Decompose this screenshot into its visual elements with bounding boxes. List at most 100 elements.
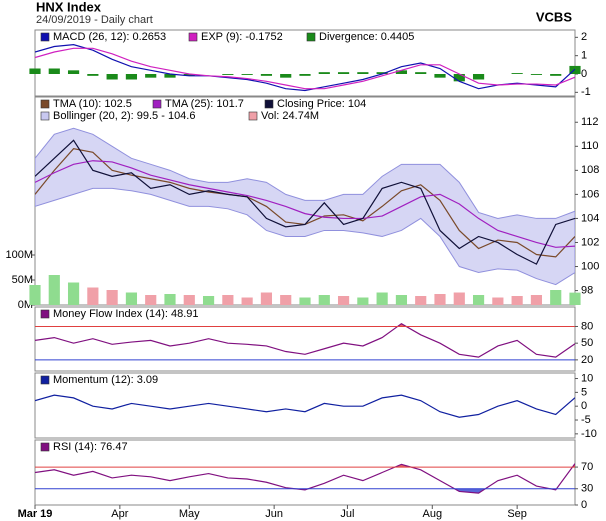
- series-line: [35, 160, 575, 248]
- legend-label: TMA (25): 101.7: [165, 98, 244, 110]
- bar: [280, 74, 292, 78]
- y-tick-label: -10: [581, 428, 597, 440]
- bar: [434, 74, 446, 78]
- bar: [337, 296, 350, 305]
- legend-swatch: [188, 32, 198, 42]
- bollinger-band: [35, 127, 575, 286]
- bar: [164, 74, 176, 78]
- bar: [260, 74, 273, 76]
- series-line: [35, 394, 575, 418]
- y-tick-label: 0: [581, 68, 587, 80]
- bar: [569, 292, 581, 305]
- legend-swatch: [40, 375, 50, 385]
- bar: [415, 72, 427, 74]
- y-tick-label: 10: [581, 372, 593, 384]
- bar: [241, 74, 253, 75]
- bar: [106, 290, 118, 305]
- legend-label: Money Flow Index (14): 48.91: [53, 308, 199, 320]
- legend-swatch: [40, 111, 50, 121]
- bar: [145, 295, 157, 305]
- legend-swatch: [40, 32, 50, 42]
- y-tick-label: 5: [581, 386, 587, 398]
- y-tick-label: 98: [581, 284, 593, 296]
- x-tick-label: Jun: [265, 508, 283, 520]
- bar: [318, 295, 330, 305]
- bar: [472, 295, 485, 305]
- bar: [145, 74, 157, 78]
- y2-tick-label: 0M: [18, 299, 33, 311]
- y-tick-label: 106: [581, 188, 599, 200]
- legend-label: Divergence: 0.4405: [319, 31, 414, 43]
- bar: [376, 72, 388, 74]
- bar: [222, 74, 234, 75]
- bar: [241, 297, 253, 305]
- x-tick-label: Sep: [507, 508, 527, 520]
- series-line: [35, 47, 575, 90]
- legend-label: Bollinger (20, 2): 99.5 - 104.6: [53, 110, 195, 122]
- x-tick-label: May: [179, 508, 200, 520]
- bar: [434, 294, 446, 305]
- bar: [67, 282, 80, 305]
- legend-label: RSI (14): 76.47: [53, 441, 128, 453]
- bar: [87, 74, 99, 76]
- y-tick-label: 70: [581, 461, 593, 473]
- y-tick-label: 0: [581, 400, 587, 412]
- y-tick-label: 2: [581, 31, 587, 43]
- y-tick-label: 50: [581, 337, 593, 349]
- bar: [202, 296, 215, 305]
- y-tick-label: 0: [581, 499, 587, 511]
- y-tick-label: 100: [581, 260, 599, 272]
- bar: [222, 295, 234, 305]
- legend-swatch: [264, 99, 274, 109]
- bar: [569, 65, 581, 74]
- legend-swatch: [248, 111, 258, 121]
- bar: [318, 72, 330, 74]
- bar: [492, 297, 504, 305]
- bar: [183, 74, 195, 76]
- bar: [530, 295, 543, 305]
- bar: [87, 287, 99, 305]
- bar: [48, 275, 60, 305]
- bar: [511, 73, 523, 74]
- bar: [395, 295, 408, 305]
- x-tick-label: Jul: [340, 508, 354, 520]
- y2-tick-label: 50M: [12, 274, 33, 286]
- series-line: [35, 322, 575, 358]
- bar: [48, 68, 60, 74]
- bar: [415, 296, 427, 305]
- bar: [299, 74, 311, 76]
- legend-label: Momentum (12): 3.09: [53, 374, 158, 386]
- bar: [395, 70, 408, 74]
- bar: [511, 296, 523, 305]
- bar: [550, 74, 562, 76]
- y-tick-label: -5: [581, 414, 591, 426]
- legend-label: TMA (10): 102.5: [53, 98, 132, 110]
- y-tick-label: 1: [581, 50, 587, 62]
- y-tick-label: 104: [581, 212, 599, 224]
- y-tick-label: -1: [581, 86, 591, 98]
- panel: [34, 372, 576, 439]
- bar: [299, 297, 311, 305]
- legend-label: Closing Price: 104: [277, 98, 366, 110]
- series-line: [35, 139, 575, 265]
- bar: [106, 74, 118, 80]
- bar: [453, 74, 465, 82]
- bar: [530, 74, 543, 75]
- legend-swatch: [152, 99, 162, 109]
- y-tick-label: 30: [581, 483, 593, 495]
- series-line: [35, 44, 575, 92]
- x-tick-label: Mar 19: [18, 508, 53, 520]
- panel: [34, 439, 576, 506]
- bar: [67, 70, 80, 74]
- bar: [29, 68, 41, 74]
- x-tick-label: Apr: [111, 508, 128, 520]
- y-tick-label: 80: [581, 320, 593, 332]
- bar: [164, 294, 176, 305]
- bar: [125, 292, 138, 305]
- legend-label: EXP (9): -0.1752: [201, 31, 283, 43]
- legend-label: MACD (26, 12): 0.2653: [53, 31, 166, 43]
- panel: [34, 29, 576, 97]
- y2-tick-label: 100M: [5, 249, 33, 261]
- legend-swatch: [40, 442, 50, 452]
